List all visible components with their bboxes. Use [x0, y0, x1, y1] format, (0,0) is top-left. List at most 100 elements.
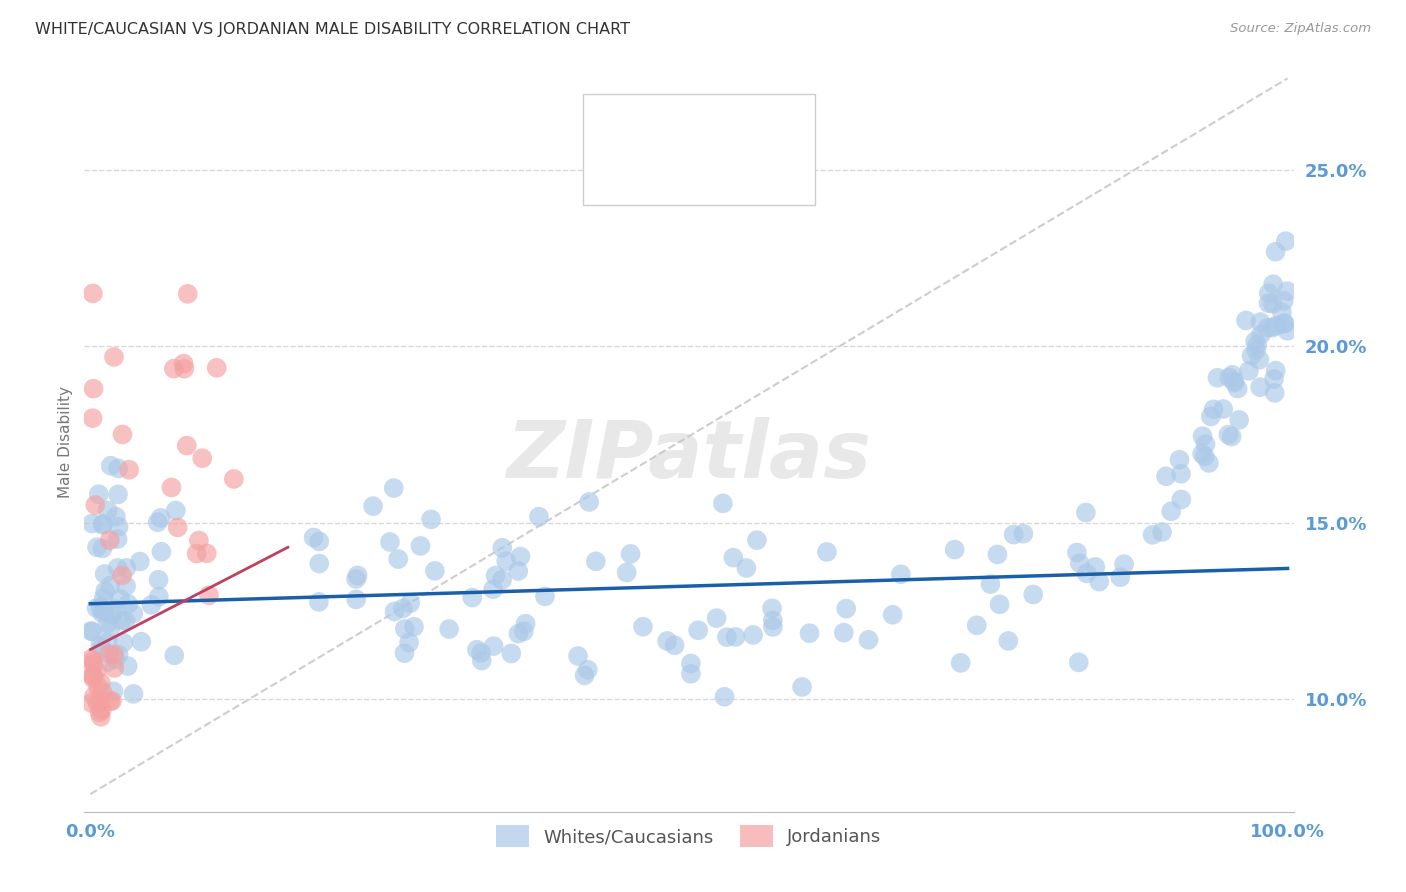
Point — [1244, 334, 1267, 349]
Point — [98, 694, 121, 708]
Point — [402, 620, 425, 634]
Point — [97, 635, 120, 649]
Point — [361, 499, 384, 513]
Point — [112, 636, 135, 650]
Point — [97, 616, 120, 631]
Point — [384, 604, 406, 618]
Point — [1277, 324, 1299, 338]
Point — [1112, 557, 1135, 571]
Point — [148, 573, 170, 587]
Point — [578, 495, 600, 509]
Point — [835, 601, 858, 615]
Point — [173, 361, 195, 376]
Point — [515, 616, 537, 631]
Point — [534, 590, 557, 604]
Point — [91, 517, 114, 532]
Point — [100, 458, 122, 473]
Point — [508, 564, 530, 578]
Point — [723, 550, 745, 565]
Point — [222, 472, 245, 486]
Point — [679, 657, 702, 671]
Point — [382, 481, 405, 495]
Point — [437, 622, 460, 636]
Point — [1002, 527, 1025, 541]
Point — [716, 630, 738, 644]
Point — [815, 545, 838, 559]
Point — [89, 705, 111, 719]
Point — [1191, 429, 1213, 443]
Point — [832, 625, 855, 640]
Point — [1249, 380, 1271, 394]
Point — [1088, 574, 1111, 589]
Point — [176, 286, 198, 301]
Point — [394, 622, 416, 636]
Point — [567, 648, 589, 663]
Point — [82, 516, 104, 531]
Point — [616, 566, 638, 580]
Point — [86, 601, 108, 615]
Point — [1022, 587, 1045, 601]
Point — [527, 509, 550, 524]
Point — [176, 439, 198, 453]
Point — [482, 639, 505, 653]
Point — [1250, 327, 1272, 342]
Point — [1198, 456, 1220, 470]
Point — [104, 602, 127, 616]
Point — [399, 596, 422, 610]
Point — [1264, 363, 1286, 377]
Point — [1194, 437, 1216, 451]
Point — [631, 620, 654, 634]
Point — [949, 656, 972, 670]
Point — [966, 618, 988, 632]
Point — [585, 554, 607, 568]
Point — [186, 547, 208, 561]
Point — [1271, 305, 1294, 319]
Point — [858, 632, 880, 647]
Point — [118, 463, 141, 477]
Point — [1240, 349, 1263, 363]
Point — [1012, 526, 1035, 541]
Point — [91, 541, 114, 556]
Point — [93, 566, 115, 581]
Point — [1206, 371, 1229, 385]
Point — [501, 647, 523, 661]
Point — [146, 516, 169, 530]
Point — [90, 606, 112, 620]
Point — [1069, 556, 1091, 570]
Point — [198, 588, 221, 602]
Point — [82, 624, 104, 639]
Point — [107, 561, 129, 575]
Point — [111, 427, 134, 442]
Point — [679, 666, 702, 681]
Point — [87, 487, 110, 501]
Point — [191, 451, 214, 466]
Text: 0.156: 0.156 — [664, 163, 720, 181]
Point — [1226, 382, 1249, 396]
Point — [398, 635, 420, 649]
Text: R =: R = — [631, 163, 671, 181]
Point — [1265, 318, 1288, 333]
Point — [706, 611, 728, 625]
Point — [1202, 402, 1225, 417]
Point — [82, 411, 104, 425]
Point — [90, 641, 112, 656]
Point — [1067, 656, 1090, 670]
Point — [114, 614, 136, 628]
Point — [87, 680, 110, 694]
Point — [107, 461, 129, 475]
Point — [101, 694, 124, 708]
Point — [163, 648, 186, 663]
Point — [576, 663, 599, 677]
Point — [97, 503, 120, 517]
Text: N =: N = — [710, 119, 749, 136]
Point — [1170, 467, 1192, 481]
Point — [111, 568, 134, 582]
Point — [115, 579, 138, 593]
Point — [104, 509, 127, 524]
Point — [1263, 372, 1285, 386]
Point — [387, 552, 409, 566]
Point — [724, 630, 747, 644]
Point — [1170, 492, 1192, 507]
Point — [619, 547, 641, 561]
Point — [1191, 447, 1213, 461]
